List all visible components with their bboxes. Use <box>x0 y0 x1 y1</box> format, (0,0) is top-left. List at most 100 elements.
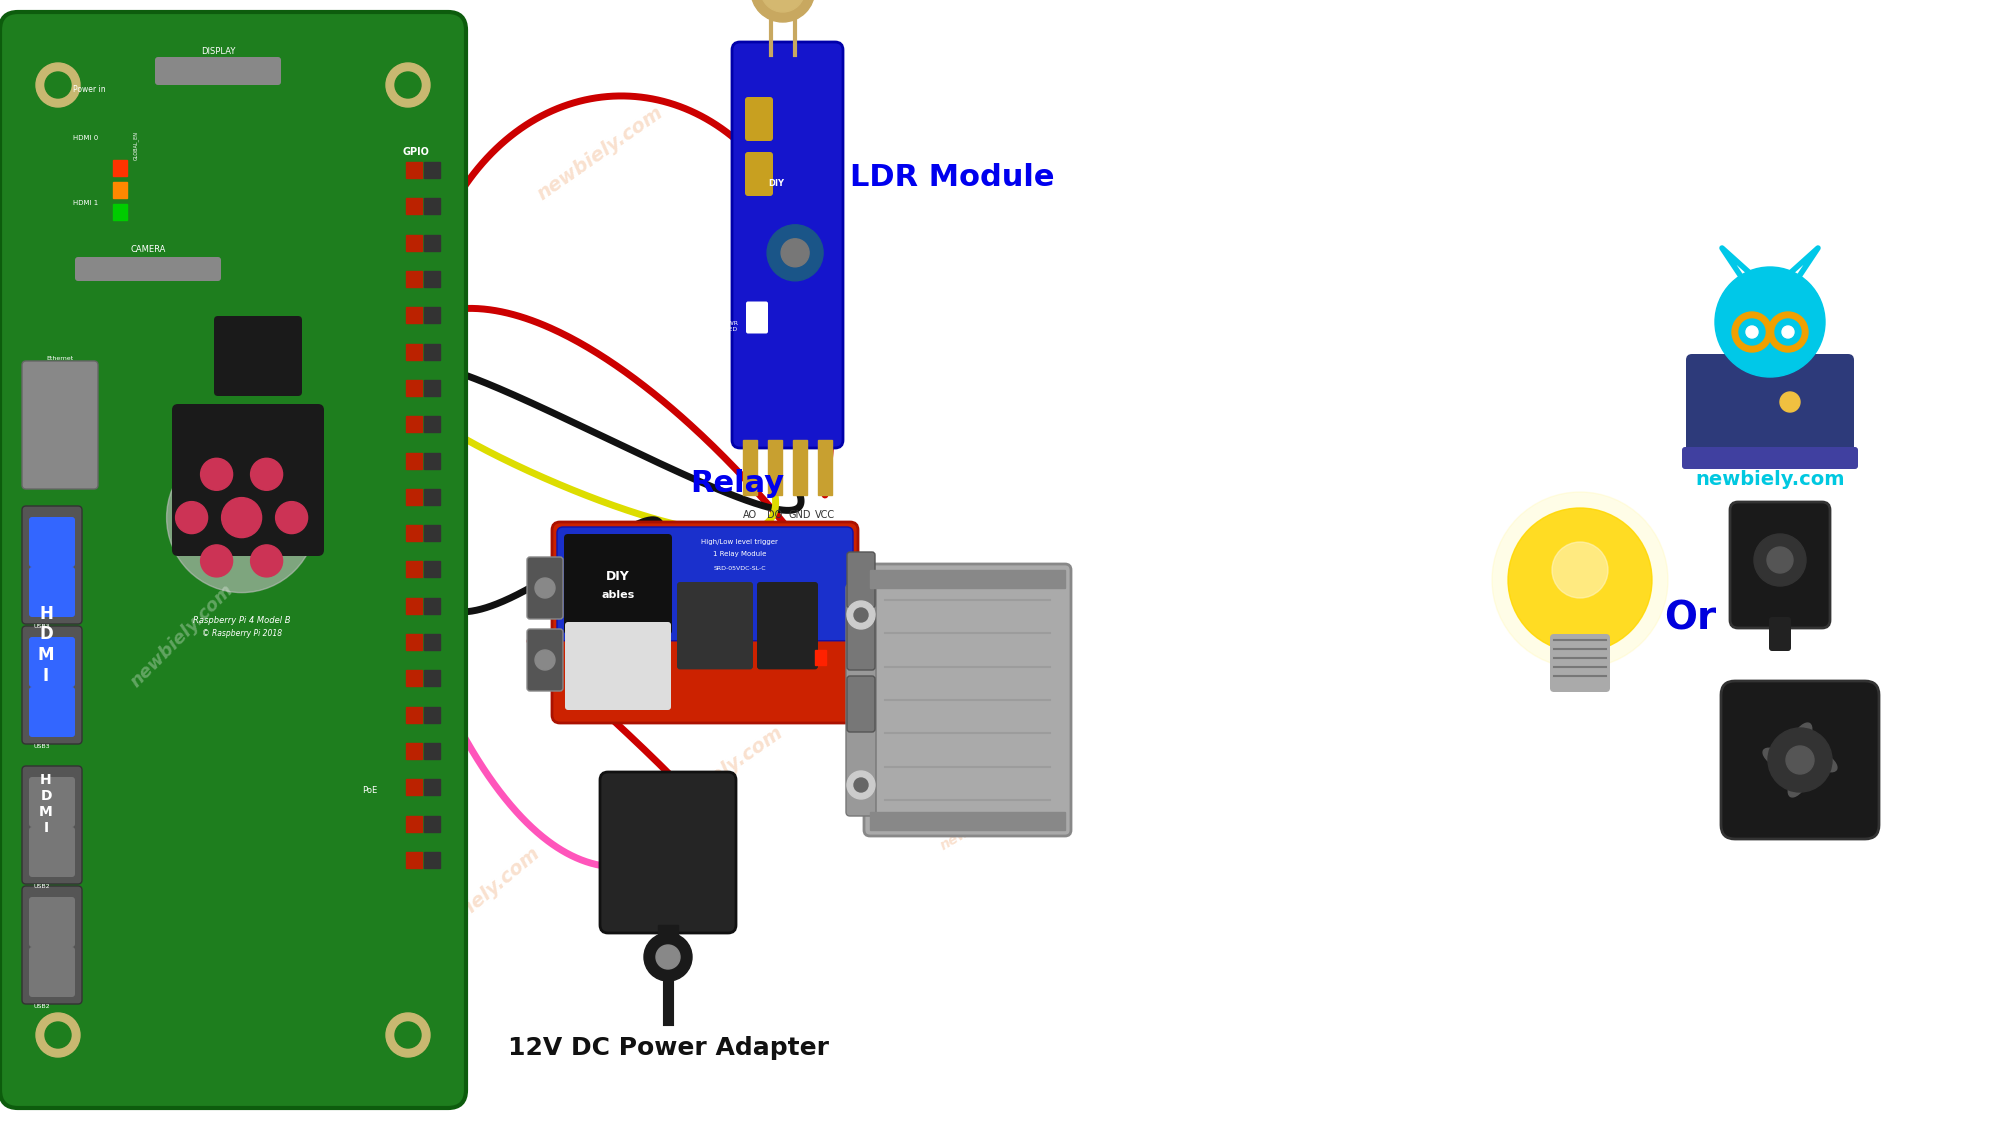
Bar <box>425 344 441 359</box>
FancyBboxPatch shape <box>601 772 735 933</box>
Bar <box>425 416 441 432</box>
Text: © Raspberry Pi 2018: © Raspberry Pi 2018 <box>202 628 282 637</box>
Bar <box>407 307 423 323</box>
Bar <box>407 744 423 759</box>
Text: GPIO: GPIO <box>403 147 429 157</box>
Bar <box>767 440 781 495</box>
FancyBboxPatch shape <box>28 897 74 947</box>
Text: USB2: USB2 <box>32 1003 50 1009</box>
FancyBboxPatch shape <box>1683 447 1859 469</box>
Text: Raspberry Pi 4 Model B: Raspberry Pi 4 Model B <box>192 616 290 625</box>
Circle shape <box>767 225 823 280</box>
FancyBboxPatch shape <box>22 886 82 1003</box>
Bar <box>112 182 126 198</box>
Circle shape <box>1769 728 1833 792</box>
Text: AO: AO <box>743 510 757 520</box>
Circle shape <box>166 443 316 592</box>
Text: ables: ables <box>601 590 635 600</box>
Circle shape <box>1733 312 1773 353</box>
Circle shape <box>36 63 80 107</box>
Bar <box>425 307 441 323</box>
Ellipse shape <box>1763 748 1797 772</box>
Circle shape <box>36 1012 80 1057</box>
FancyBboxPatch shape <box>28 518 74 567</box>
Bar <box>425 852 441 868</box>
Bar <box>425 380 441 395</box>
FancyBboxPatch shape <box>553 522 857 723</box>
Text: DISPLAY: DISPLAY <box>200 47 234 56</box>
FancyBboxPatch shape <box>22 766 82 884</box>
Bar <box>407 416 423 432</box>
Circle shape <box>1552 542 1608 598</box>
Bar <box>425 670 441 686</box>
Circle shape <box>276 502 308 533</box>
Circle shape <box>847 771 875 799</box>
Bar <box>407 199 423 215</box>
Circle shape <box>761 0 805 12</box>
FancyBboxPatch shape <box>1769 617 1791 651</box>
Text: newbiely.com: newbiely.com <box>417 843 543 954</box>
Circle shape <box>853 777 867 792</box>
Ellipse shape <box>1789 723 1813 757</box>
FancyBboxPatch shape <box>28 777 74 827</box>
Bar <box>425 162 441 179</box>
Circle shape <box>176 502 208 533</box>
Bar <box>407 380 423 395</box>
Bar <box>425 199 441 215</box>
FancyBboxPatch shape <box>863 564 1072 836</box>
Circle shape <box>387 63 431 107</box>
Bar <box>425 706 441 723</box>
FancyBboxPatch shape <box>28 687 74 737</box>
FancyBboxPatch shape <box>557 527 853 641</box>
Bar <box>407 562 423 577</box>
Bar <box>425 634 441 650</box>
Bar <box>407 235 423 251</box>
Bar <box>407 780 423 796</box>
Bar <box>407 162 423 179</box>
Bar <box>425 780 441 796</box>
Bar <box>112 205 126 220</box>
Bar <box>407 452 423 469</box>
Bar <box>425 452 441 469</box>
Bar <box>425 525 441 541</box>
Bar <box>793 440 807 495</box>
Bar <box>407 525 423 541</box>
Text: High/Low level trigger: High/Low level trigger <box>701 539 779 545</box>
Text: 12V DC Power Adapter: 12V DC Power Adapter <box>507 1036 829 1060</box>
FancyBboxPatch shape <box>1550 634 1610 692</box>
FancyBboxPatch shape <box>757 582 817 669</box>
Bar <box>869 812 1066 831</box>
Bar <box>425 235 441 251</box>
Text: GLOBAL_EN: GLOBAL_EN <box>132 131 138 159</box>
Circle shape <box>44 72 70 98</box>
Text: Or: Or <box>1664 600 1717 638</box>
FancyBboxPatch shape <box>28 637 74 687</box>
FancyBboxPatch shape <box>847 676 875 732</box>
Circle shape <box>657 945 679 970</box>
FancyBboxPatch shape <box>527 629 563 692</box>
Bar <box>407 706 423 723</box>
Bar <box>869 570 1066 588</box>
Bar <box>112 160 126 176</box>
FancyBboxPatch shape <box>565 622 671 710</box>
Bar <box>407 489 423 505</box>
Bar <box>407 852 423 868</box>
Circle shape <box>1508 508 1652 652</box>
Bar <box>425 816 441 832</box>
Text: PoE: PoE <box>363 786 377 796</box>
Text: DO: DO <box>767 510 783 520</box>
Bar <box>425 598 441 614</box>
FancyBboxPatch shape <box>22 626 82 744</box>
Circle shape <box>250 545 282 577</box>
Bar <box>425 271 441 287</box>
Bar <box>425 744 441 759</box>
Circle shape <box>535 579 555 598</box>
FancyBboxPatch shape <box>677 582 753 669</box>
Text: DIY: DIY <box>767 180 783 189</box>
Circle shape <box>1739 319 1765 345</box>
Text: newbiely.com: newbiely.com <box>937 788 1036 853</box>
Text: PWR
LED: PWR LED <box>723 321 737 332</box>
Circle shape <box>395 1022 421 1048</box>
Circle shape <box>1783 325 1795 338</box>
Text: USB3: USB3 <box>32 624 50 629</box>
